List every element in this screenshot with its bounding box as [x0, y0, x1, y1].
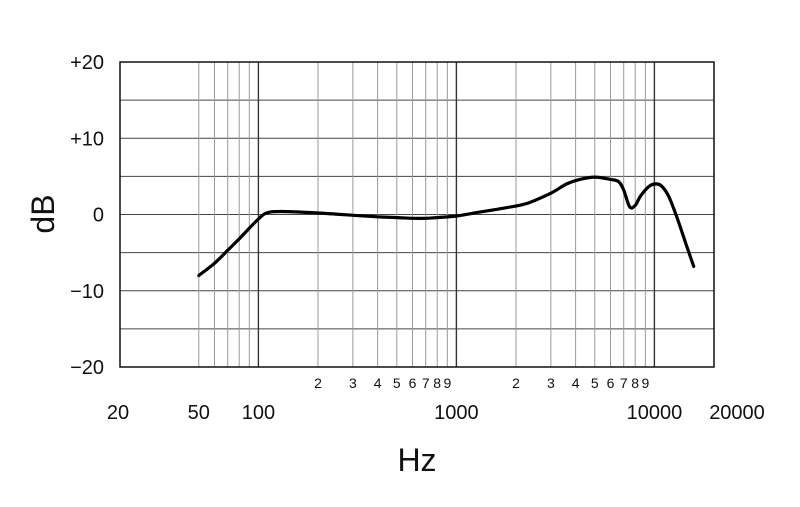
- series-group: [197, 175, 696, 278]
- x-minor-tick-label: 7: [620, 375, 628, 391]
- x-minor-tick-label: 2: [314, 375, 322, 391]
- x-minor-tick-label: 7: [422, 375, 430, 391]
- x-minor-tick-label: 5: [591, 375, 599, 391]
- response-curve: [197, 175, 696, 278]
- y-axis-label: dB: [25, 194, 61, 233]
- x-minor-tick-label: 9: [443, 375, 451, 391]
- y-tick-label: −20: [70, 357, 104, 379]
- x-minor-tick-label: 6: [607, 375, 615, 391]
- x-minor-tick-label: 8: [433, 375, 441, 391]
- plot-frame: [119, 61, 715, 368]
- x-tick-label: 1000: [434, 402, 479, 424]
- x-minor-tick-label: 4: [572, 375, 580, 391]
- x-minor-tick-label: 5: [393, 375, 401, 391]
- y-tick-label: 0: [93, 205, 104, 227]
- x-major-tick-labels: 20 50 100 1000 10000 20000: [107, 402, 765, 424]
- x-minor-tick-label: 3: [349, 375, 357, 391]
- x-minor-tick-label: 2: [512, 375, 520, 391]
- x-tick-label: 20000: [709, 402, 765, 424]
- x-minor-tick-label: 9: [641, 375, 649, 391]
- grid: [120, 62, 714, 367]
- x-tick-label: 100: [242, 402, 275, 424]
- x-tick-label: 10000: [627, 402, 683, 424]
- x-minor-tick-label: 8: [631, 375, 639, 391]
- x-axis-label: Hz: [397, 442, 436, 478]
- x-tick-label: 50: [188, 402, 210, 424]
- x-tick-label: 20: [107, 402, 129, 424]
- x-minor-tick-label: 3: [547, 375, 555, 391]
- y-tick-label: −10: [70, 281, 104, 303]
- x-minor-tick-label: 6: [409, 375, 417, 391]
- y-tick-labels: +20 +10 0 −10 −20: [70, 52, 104, 379]
- y-tick-label: +10: [70, 128, 104, 150]
- x-minor-tick-label: 4: [374, 375, 382, 391]
- y-tick-label: +20: [70, 52, 104, 74]
